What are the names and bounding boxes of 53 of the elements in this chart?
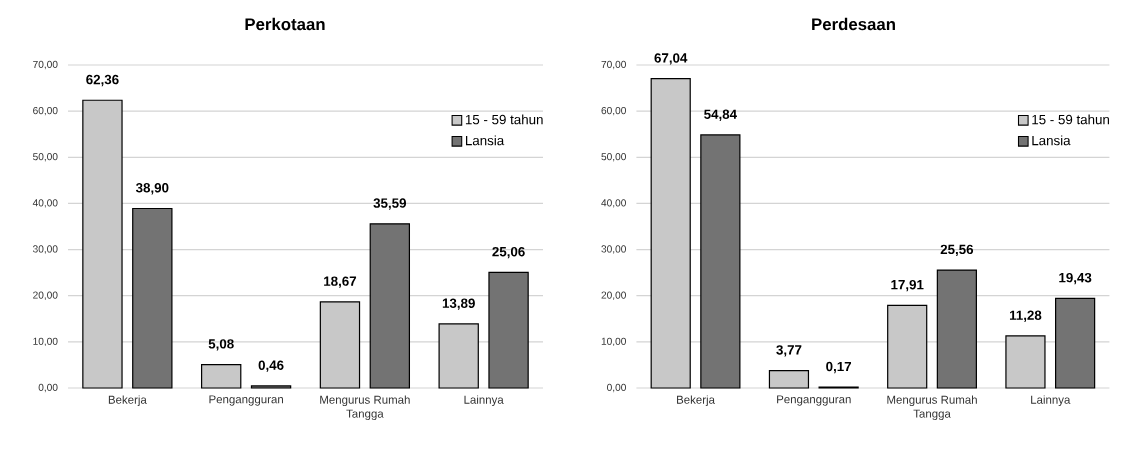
data-label: 11,28 [1009,310,1042,322]
y-tick-label: 20,00 [601,291,626,300]
bar [369,223,411,389]
y-tick-label: 70,00 [601,60,626,70]
data-label: 5,08 [208,339,234,351]
x-tick-label: Pengangguran [777,395,851,406]
data-label: 67,04 [654,53,688,65]
y-tick-label: 30,00 [32,245,58,254]
y-tick-label: 40,00 [32,199,58,208]
legend-label: 15 - 59 tahun [1032,114,1109,125]
x-tick-label: Pengangguran [209,395,283,406]
data-label: 18,67 [324,276,357,288]
data-label: 0,17 [826,361,852,374]
y-tick-label: 10,00 [601,337,626,347]
data-label: 13,89 [442,298,475,310]
x-tick-label: Lainnya [464,395,504,407]
bar [936,269,977,389]
y-tick-label: 60,00 [33,106,58,116]
data-label: 62,36 [86,74,119,87]
legend-label: Lansia [465,135,505,146]
y-tick-label: 40,00 [601,199,626,208]
legend-label: Lansia [1032,135,1071,146]
y-tick-label: 50,00 [601,153,626,162]
data-label: 25,56 [940,244,974,257]
data-label: 25,06 [492,246,525,259]
data-label: 54,84 [704,109,737,121]
data-label: 38,90 [135,183,169,195]
x-tick-label: Bekerja [677,395,715,407]
y-tick-label: 70,00 [33,60,58,70]
x-tick-label: Mengurus Rumah Tangga [887,395,977,420]
data-label: 0,46 [258,360,284,372]
y-tick-label: 60,00 [601,106,626,116]
x-tick-label: Lainnya [1031,395,1071,407]
y-tick-label: 30,00 [601,245,626,254]
y-tick-label: 0,00 [38,383,58,393]
bar [250,385,292,389]
data-label: 3,77 [776,345,802,357]
bar [132,207,173,389]
y-tick-label: 10,00 [33,337,58,347]
x-tick-label: Mengurus Rumah Tangga [320,395,410,420]
data-label: 17,91 [891,279,924,292]
chart-title: Perdesaan [812,17,895,31]
data-label: 35,59 [373,198,406,210]
chart-title: Perkotaan [245,17,325,31]
y-tick-label: 20,00 [33,291,58,300]
bar [488,271,529,389]
bar [1055,297,1096,389]
y-tick-label: 50,00 [33,153,58,162]
legend-label: 15 - 59 tahun [465,114,543,125]
y-tick-label: 0,00 [607,383,626,393]
bar [700,134,741,389]
x-tick-label: Bekerja [108,395,147,407]
data-label: 19,43 [1059,272,1092,285]
